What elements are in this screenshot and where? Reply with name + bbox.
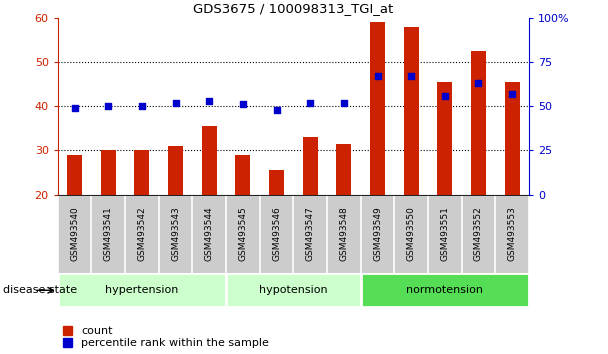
Bar: [168, 146, 183, 195]
Text: disease state: disease state: [3, 285, 77, 295]
Point: [70, 105, 80, 111]
Bar: [269, 170, 284, 195]
Text: GSM493548: GSM493548: [339, 206, 348, 261]
Bar: [134, 150, 150, 195]
Bar: [303, 137, 318, 195]
Text: normotension: normotension: [406, 285, 483, 295]
Legend: count, percentile rank within the sample: count, percentile rank within the sample: [63, 326, 269, 348]
Point: [171, 100, 181, 105]
Point: [137, 103, 147, 109]
Point: [103, 103, 113, 109]
Point: [406, 73, 416, 79]
Text: GSM493543: GSM493543: [171, 206, 180, 261]
Text: hypotension: hypotension: [259, 285, 328, 295]
Bar: [404, 27, 419, 195]
Text: GSM493546: GSM493546: [272, 206, 281, 261]
Text: GSM493545: GSM493545: [238, 206, 247, 261]
Bar: [101, 150, 116, 195]
Text: GSM493547: GSM493547: [306, 206, 315, 261]
Bar: [361, 273, 529, 307]
Text: GSM493541: GSM493541: [104, 206, 112, 261]
Bar: [336, 144, 351, 195]
Point: [272, 107, 282, 113]
Text: GSM493544: GSM493544: [205, 206, 214, 261]
Point: [204, 98, 214, 104]
Text: GSM493550: GSM493550: [407, 206, 416, 261]
Point: [507, 91, 517, 97]
Point: [238, 102, 247, 107]
Point: [474, 80, 483, 86]
Bar: [370, 22, 385, 195]
Point: [440, 93, 450, 98]
Bar: [202, 126, 217, 195]
Title: GDS3675 / 100098313_TGI_at: GDS3675 / 100098313_TGI_at: [193, 2, 393, 15]
Text: GSM493551: GSM493551: [440, 206, 449, 261]
Bar: [67, 155, 82, 195]
Point: [373, 73, 382, 79]
Text: GSM493540: GSM493540: [70, 206, 79, 261]
Point: [305, 100, 315, 105]
Point: [339, 100, 349, 105]
Bar: [505, 82, 520, 195]
Text: hypertension: hypertension: [105, 285, 179, 295]
Text: GSM493553: GSM493553: [508, 206, 517, 261]
Text: GSM493542: GSM493542: [137, 206, 147, 261]
Bar: [437, 82, 452, 195]
Bar: [58, 273, 226, 307]
Text: GSM493549: GSM493549: [373, 206, 382, 261]
Text: GSM493552: GSM493552: [474, 206, 483, 261]
Bar: [226, 273, 361, 307]
Bar: [235, 155, 250, 195]
Bar: [471, 51, 486, 195]
